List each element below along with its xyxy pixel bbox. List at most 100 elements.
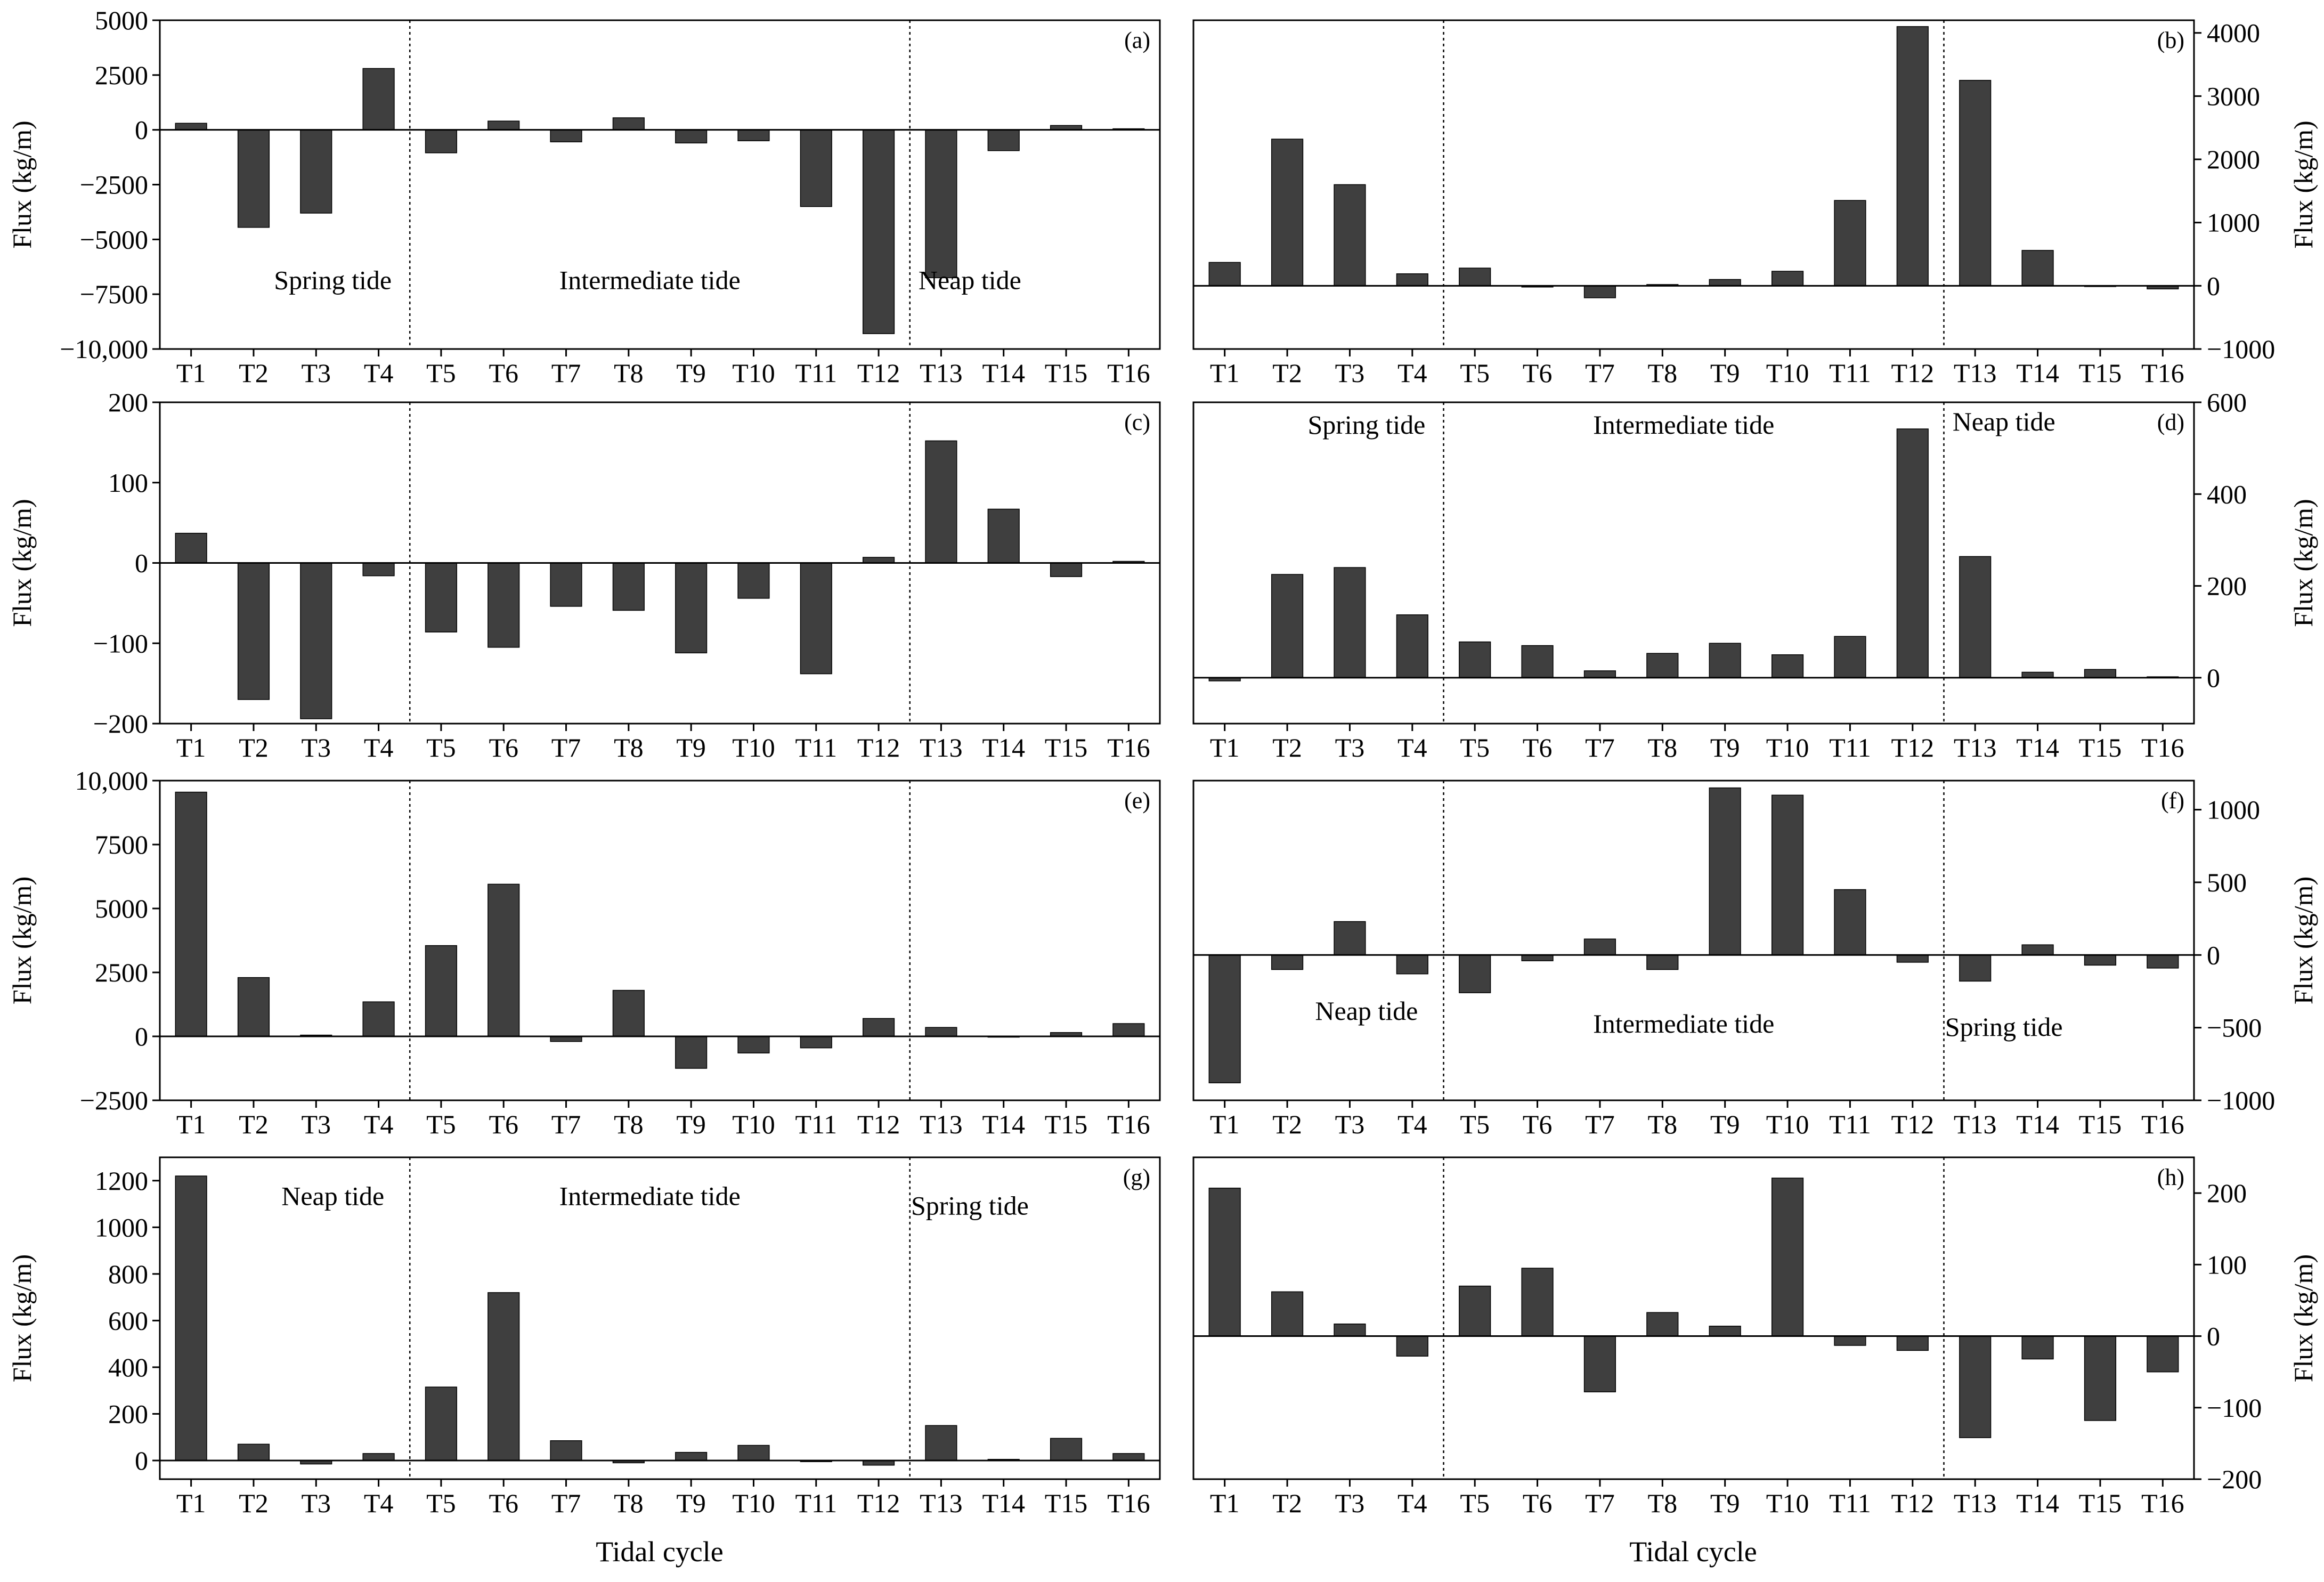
y-axis-label: Flux (kg/m): [2288, 499, 2318, 627]
bar-T4: [362, 562, 395, 577]
x-tick-label: T11: [795, 733, 837, 762]
x-tick-label: T2: [239, 733, 269, 762]
x-tick-label: T9: [1710, 1109, 1740, 1139]
x-tick-label: T1: [1210, 1109, 1240, 1139]
bar-T14: [2021, 1335, 2054, 1360]
x-tick-label: T8: [614, 1488, 644, 1518]
tide-annotation: Spring tide: [1945, 1012, 2063, 1042]
panel-h: T1 T2 T3 T4 T5 T6 T7 T8 T9 T10 T11 T12 T13 T14 T15 T16−…: [1192, 1156, 2318, 1518]
bar-T16: [1112, 1023, 1145, 1037]
bar-T12: [863, 557, 895, 564]
x-tick-label: T12: [1891, 1109, 1935, 1139]
y-tick-label: 1000: [2207, 795, 2260, 825]
bar-T15: [1050, 1438, 1083, 1461]
y-tick-label: 100: [2207, 1250, 2247, 1279]
bar-T16: [2147, 954, 2179, 969]
bar-T7: [1583, 938, 1616, 956]
bar-T11: [1834, 889, 1866, 956]
tide-annotation: Neap tide: [1315, 996, 1418, 1026]
y-tick-label: 1000: [2207, 208, 2260, 238]
bar-T16: [2147, 1335, 2179, 1373]
bar-T5: [425, 562, 457, 632]
y-tick-label: 0: [135, 548, 148, 578]
x-tick-label: T6: [1523, 358, 1553, 388]
y-tick-label: 200: [2207, 1178, 2247, 1208]
x-tick-label: T3: [1335, 733, 1365, 762]
bar-T14: [987, 508, 1020, 564]
y-tick-label: −100: [2207, 1393, 2262, 1423]
x-tick-label: T16: [2141, 1488, 2184, 1518]
bar-T1: [1208, 1187, 1241, 1337]
y-tick-label: 0: [2207, 940, 2220, 970]
y-tick-label: −10,000: [60, 334, 148, 364]
bar-T13: [1959, 556, 1992, 678]
x-tick-label: T13: [920, 733, 963, 762]
bar-T7: [550, 562, 582, 607]
y-tick-label: −200: [2207, 1464, 2262, 1494]
bar-T1: [175, 1175, 207, 1461]
x-tick-label: T8: [1648, 1488, 1678, 1518]
y-tick-label: 5000: [95, 5, 148, 35]
bar-T14: [2021, 671, 2054, 678]
x-tick-label: T5: [426, 358, 456, 388]
bar-T5: [1459, 641, 1491, 678]
x-tick-label: T13: [1954, 1109, 1997, 1139]
panel-f: T1 T2 T3 T4 T5 T6 T7 T8 T9 T10 T11 T12 T13 T14 T15 T16−…: [1192, 780, 2318, 1139]
y-tick-label: 800: [108, 1259, 148, 1289]
x-tick-label: T3: [302, 358, 331, 388]
panel-tag: (h): [2157, 1164, 2184, 1190]
x-tick-label: T16: [1107, 1109, 1150, 1139]
bar-T3: [300, 562, 332, 719]
x-tick-label: T10: [1766, 1109, 1809, 1139]
plot-frame: [1192, 401, 2195, 725]
bar-T3: [300, 129, 332, 214]
x-tick-label: T12: [857, 733, 900, 762]
x-tick-label: T16: [2141, 733, 2184, 762]
x-tick-label: T3: [302, 1109, 331, 1139]
x-tick-label: T15: [1045, 1488, 1088, 1518]
x-tick-label: T10: [1766, 358, 1809, 388]
bar-T14: [2021, 944, 2054, 956]
y-tick-label: −100: [93, 628, 148, 658]
x-tick-label: T2: [1272, 1109, 1302, 1139]
x-tick-label: T7: [551, 1488, 581, 1518]
bar-T8: [1646, 954, 1679, 970]
x-tick-label: T11: [1829, 1109, 1871, 1139]
bar-T10: [737, 562, 770, 599]
panel-tag: (d): [2157, 409, 2184, 435]
y-tick-label: −200: [93, 709, 148, 739]
x-tick-label: T8: [614, 1109, 644, 1139]
bar-T8: [1646, 653, 1679, 678]
x-tick-label: T16: [1107, 358, 1150, 388]
bar-T7: [1583, 285, 1616, 298]
x-tick-label: T7: [551, 1109, 581, 1139]
bar-T3: [1334, 567, 1366, 678]
y-tick-label: 0: [135, 115, 148, 145]
x-tick-label: T5: [1460, 1109, 1490, 1139]
bar-T14: [2021, 250, 2054, 287]
bar-T1: [1208, 954, 1241, 1084]
tide-annotation: Neap tide: [281, 1181, 384, 1211]
bar-T2: [1271, 1291, 1304, 1337]
x-tick-label: T2: [1272, 358, 1302, 388]
x-tick-label: T3: [302, 1488, 331, 1518]
y-tick-label: 400: [108, 1352, 148, 1382]
bar-T6: [487, 1292, 520, 1461]
bar-T6: [1521, 1268, 1554, 1337]
bar-T5: [425, 945, 457, 1037]
x-axis-title: Tidal cycle: [596, 1536, 723, 1568]
x-tick-label: T11: [1829, 733, 1871, 762]
bar-T3: [1334, 1323, 1366, 1337]
x-tick-label: T9: [676, 733, 706, 762]
panel-a: T1 T2 T3 T4 T5 T6 T7 T8 T9 T10 T11 T12 T13 T14 T15 T16 −…: [7, 5, 1161, 388]
bar-T1: [175, 123, 207, 131]
x-tick-label: T10: [1766, 733, 1809, 762]
bar-T2: [237, 129, 270, 228]
x-tick-label: T4: [1397, 1109, 1427, 1139]
bar-T15: [2084, 1335, 2117, 1421]
bar-T12: [1896, 26, 1929, 287]
bar-T7: [1583, 1335, 1616, 1392]
x-tick-label: T12: [1891, 1488, 1935, 1518]
tide-annotation: Spring tide: [911, 1191, 1029, 1221]
bar-T9: [1709, 787, 1741, 956]
